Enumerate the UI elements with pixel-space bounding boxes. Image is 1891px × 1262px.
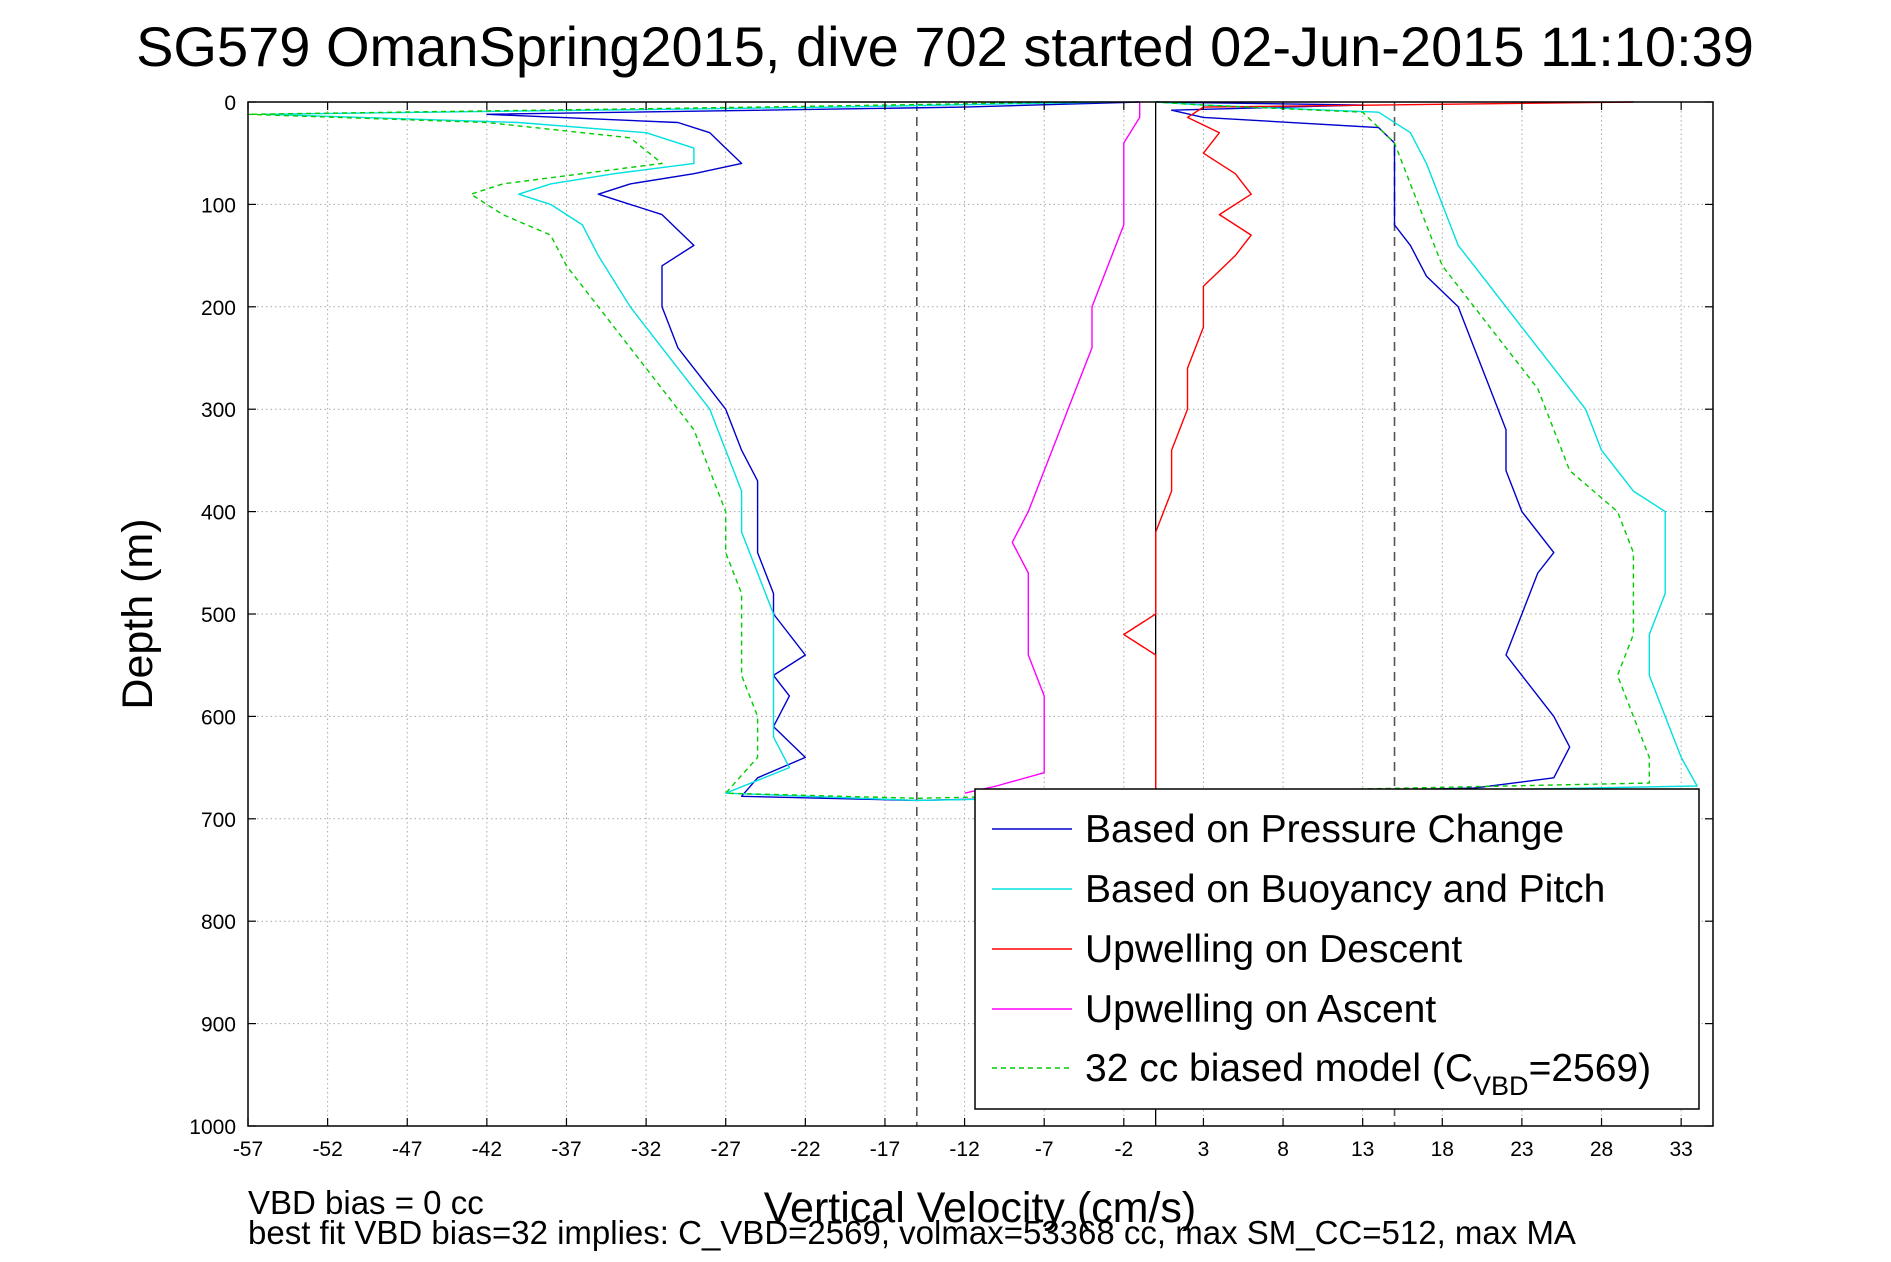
- y-tick-label: 700: [201, 809, 236, 832]
- legend: Based on Pressure Change Based on Buoyanc…: [974, 788, 1700, 1110]
- x-axis-ticks: -57 -52 -47 -42 -37 -32 -27 -22 -17 -12 -7 -2 3 8 13 18…: [233, 102, 1693, 1161]
- x-tick-label: -32: [631, 1138, 661, 1161]
- y-axis-ticks: 0 100 200 300 400 500 600 700 800 900 1000: [189, 92, 1713, 1139]
- legend-label: Based on Pressure Change: [1085, 808, 1564, 851]
- legend-label: Upwelling on Ascent: [1085, 988, 1436, 1031]
- legend-box: [974, 788, 1700, 1110]
- x-tick-label: 13: [1351, 1138, 1374, 1161]
- y-tick-label: 900: [201, 1014, 236, 1037]
- series-line: [247, 101, 1650, 799]
- x-tick-label: -7: [1035, 1138, 1054, 1161]
- y-tick-label: 600: [201, 706, 236, 729]
- x-tick-label: 28: [1590, 1138, 1613, 1161]
- x-tick-label: -17: [870, 1138, 900, 1161]
- x-tick-label: -2: [1114, 1138, 1133, 1161]
- x-tick-label: 3: [1198, 1138, 1210, 1161]
- legend-label: Based on Buoyancy and Pitch: [1085, 868, 1605, 911]
- footer-best-fit-note: best fit VBD bias=32 implies: C_VBD=2569…: [248, 1214, 1576, 1251]
- y-tick-label: 500: [201, 604, 236, 627]
- x-tick-label: -27: [711, 1138, 741, 1161]
- y-tick-label: 100: [201, 194, 236, 217]
- x-tick-label: -37: [551, 1138, 581, 1161]
- x-tick-label: -47: [392, 1138, 422, 1161]
- series-line: [486, 101, 1571, 802]
- y-tick-label: 1000: [189, 1116, 236, 1139]
- legend-label: Upwelling on Descent: [1085, 928, 1462, 971]
- footer-vbd-bias: VBD bias = 0 cc: [248, 1184, 484, 1221]
- x-tick-label: 23: [1510, 1138, 1533, 1161]
- y-tick-label: 200: [201, 297, 236, 320]
- y-tick-label: 800: [201, 911, 236, 934]
- y-tick-label: 400: [201, 502, 236, 525]
- x-axis-label: Vertical Velocity (cm/s): [764, 1184, 1197, 1232]
- y-axis-label: Depth (m): [114, 518, 162, 709]
- y-tick-label: 0: [224, 92, 236, 115]
- series-line: [964, 102, 1141, 794]
- x-tick-label: 18: [1431, 1138, 1454, 1161]
- series-line: [1123, 101, 1634, 794]
- x-tick-label: 33: [1669, 1138, 1692, 1161]
- series-group: [247, 101, 1698, 802]
- x-tick-label: 8: [1277, 1138, 1289, 1161]
- y-tick-label: 300: [201, 399, 236, 422]
- legend-label: 32 cc biased model (CVBD=2569): [1085, 1047, 1651, 1101]
- x-tick-label: -12: [949, 1138, 979, 1161]
- x-tick-label: -22: [790, 1138, 820, 1161]
- x-tick-label: -42: [472, 1138, 502, 1161]
- x-tick-label: -52: [312, 1138, 342, 1161]
- chart-title: SG579 OmanSpring2015, dive 702 started 0…: [136, 15, 1754, 78]
- x-tick-label: -57: [233, 1138, 263, 1161]
- series-line: [263, 101, 1698, 802]
